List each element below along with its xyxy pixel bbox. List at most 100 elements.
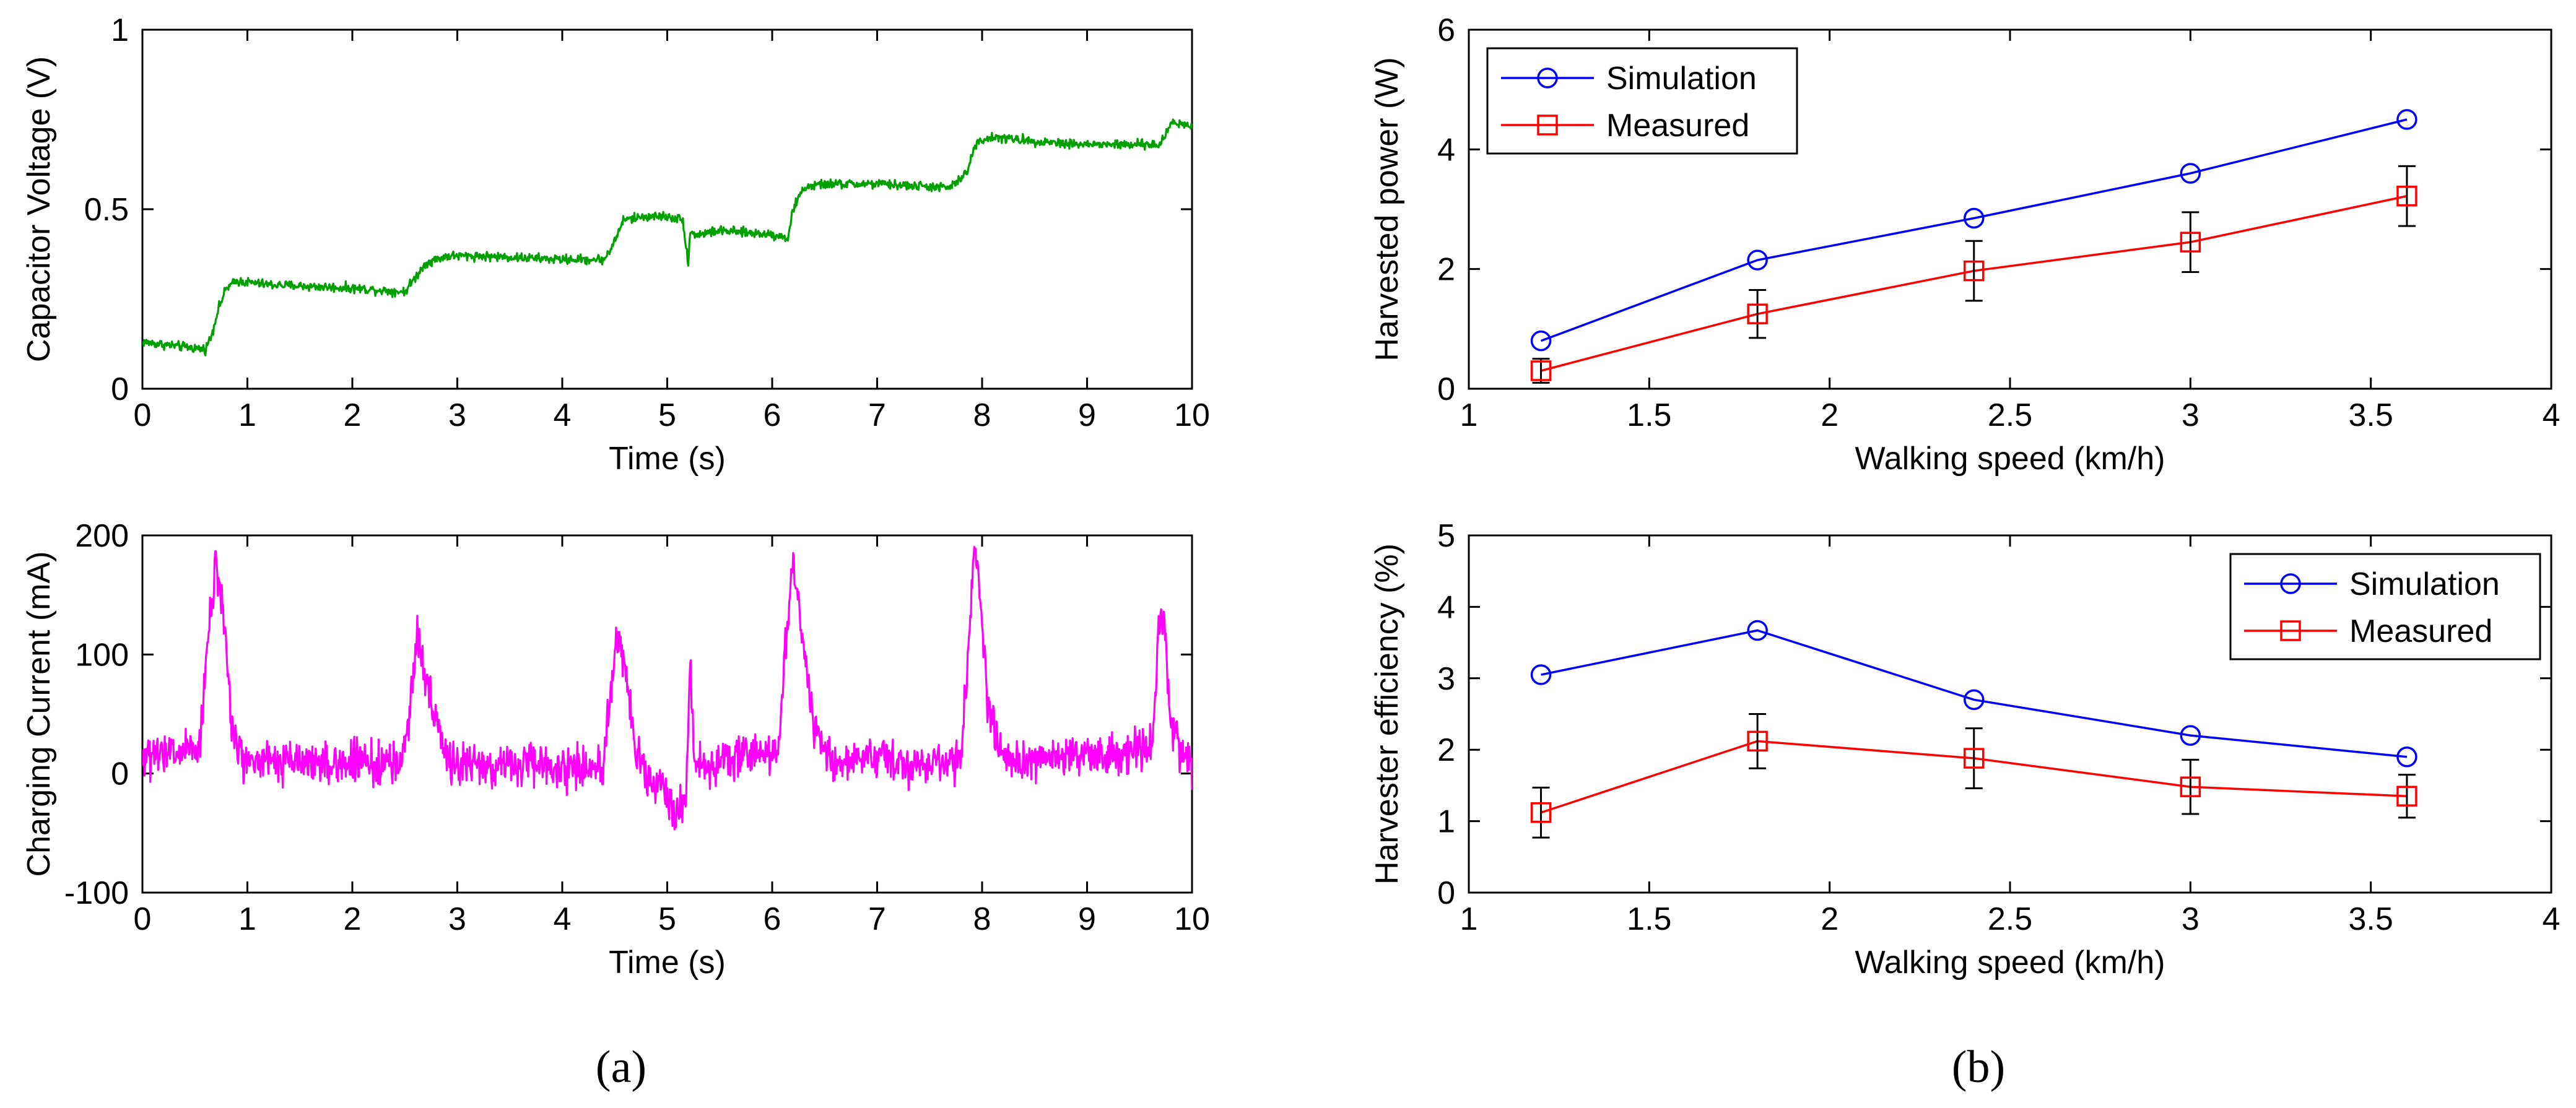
legend-label: Measured: [1606, 108, 1749, 144]
legend-box: [2229, 553, 2541, 660]
series-trace-group: [142, 545, 1192, 831]
x-tick-label: 7: [868, 397, 886, 433]
simulation-point: [2180, 725, 2201, 746]
x-tick-label: 4: [554, 901, 572, 937]
legend-box: [1486, 47, 1798, 155]
legend-marker-square: [2280, 620, 2301, 641]
axes-frame: [141, 28, 1193, 390]
measured-point: [2180, 776, 2201, 797]
current-trace: [142, 545, 1192, 831]
x-tick-label: 2.5: [1988, 901, 2032, 937]
x-axis-label: Walking speed (km/h): [1855, 945, 2165, 980]
y-tick-label: 0: [1437, 371, 1455, 407]
x-tick-label: 2: [1821, 901, 1838, 937]
simulation-point: [1530, 330, 1552, 352]
x-tick-label: 2: [344, 397, 362, 433]
y-tick-label: 100: [75, 637, 129, 673]
legend-label: Simulation: [2349, 566, 2500, 602]
y-tick-label: 0: [111, 756, 129, 792]
x-tick-label: 5: [658, 397, 676, 433]
y-tick-label: 4: [1437, 132, 1455, 168]
simulation-point: [1963, 207, 1985, 229]
x-tick-label: 4: [2543, 901, 2561, 937]
simulation-point: [1963, 689, 1985, 711]
x-tick-label: 3.5: [2349, 397, 2393, 433]
x-tick-label: 1: [1460, 397, 1478, 433]
x-tick-label: 3: [2182, 901, 2200, 937]
simulation-point: [1747, 620, 1768, 641]
simulation-line: [1541, 629, 2408, 758]
y-tick-label: 5: [1437, 518, 1455, 554]
measured-point: [1963, 260, 1985, 282]
x-axis-label: Walking speed (km/h): [1855, 441, 2165, 477]
y-tick-label: 4: [1437, 589, 1455, 625]
x-tick-label: 2: [344, 901, 362, 937]
y-tick-label: -100: [64, 875, 129, 911]
axes-frame: [141, 534, 1193, 894]
y-tick-label: 200: [75, 518, 129, 554]
plot-harvested-power: 1 1.5 2 2.5 3 3.5 4 0 2 4 6 Walking speed (km/h) Har…: [1369, 12, 2560, 477]
x-tick-label: 3: [448, 397, 466, 433]
legend-marker-square: [1537, 115, 1558, 136]
x-tick-label: 3.5: [2349, 901, 2393, 937]
x-tick-label: 3: [2182, 397, 2200, 433]
y-tick-label: 0: [1437, 875, 1455, 911]
y-tick-label: 2: [1437, 252, 1455, 288]
measured-point: [1747, 730, 1768, 752]
x-tick-label: 9: [1078, 901, 1096, 937]
measured-point: [2396, 786, 2417, 807]
legend-marker-circle: [2280, 573, 2301, 594]
x-tick-label: 6: [764, 397, 781, 433]
x-tick-label: 6: [764, 901, 781, 937]
x-tick-label: 9: [1078, 397, 1096, 433]
series-trace-group: [142, 118, 1192, 357]
x-axis-label: Time (s): [609, 441, 726, 477]
simulation-point: [2396, 746, 2417, 768]
measured-point: [1530, 802, 1552, 823]
x-tick-label: 10: [1174, 397, 1210, 433]
y-tick-label: 6: [1437, 12, 1455, 48]
simulation-line: [1540, 118, 2408, 342]
x-tick-label: 8: [973, 397, 991, 433]
y-axis-label: Harvested power (W): [1369, 57, 1405, 361]
simulation-point: [1530, 664, 1552, 685]
y-tick-label: 1: [111, 12, 129, 48]
measured-point: [1530, 360, 1552, 381]
y-tick-label: 0.5: [84, 192, 129, 228]
panel-label-a: (a): [596, 1042, 646, 1093]
plot-capacitor-voltage: 0 1 2 3 4 5 6 7 8 9 10 0 0.5 1 Time (s) Capacitor Volta…: [21, 12, 1210, 477]
panel-label-b: (b): [1952, 1042, 2005, 1093]
x-tick-label: 0: [134, 397, 152, 433]
x-tick-label: 1: [238, 901, 256, 937]
y-tick-label: 2: [1437, 732, 1455, 768]
x-tick-label: 1: [1460, 901, 1478, 937]
legend-marker-circle: [1537, 67, 1558, 89]
y-tick-label: 0: [111, 371, 129, 407]
simulation-point: [2396, 109, 2417, 130]
x-axis-label: Time (s): [609, 945, 726, 980]
measured-point: [2396, 185, 2417, 207]
x-tick-label: 3: [448, 901, 466, 937]
x-tick-label: 1: [238, 397, 256, 433]
y-axis-label: Capacitor Voltage (V): [21, 56, 57, 362]
simulation-point: [2180, 163, 2201, 184]
x-tick-label: 2.5: [1988, 397, 2032, 433]
legend-label: Measured: [2349, 613, 2492, 649]
x-tick-label: 4: [2543, 397, 2561, 433]
x-tick-label: 7: [868, 901, 886, 937]
x-tick-label: 10: [1174, 901, 1210, 937]
measured-point: [2180, 232, 2201, 253]
legend-label: Simulation: [1606, 61, 1757, 97]
x-tick-label: 8: [973, 901, 991, 937]
measured-point: [1747, 303, 1768, 324]
x-tick-label: 2: [1821, 397, 1838, 433]
simulation-point: [1747, 249, 1768, 271]
x-tick-label: 5: [658, 901, 676, 937]
x-tick-label: 0: [134, 901, 152, 937]
y-tick-label: 1: [1437, 804, 1455, 840]
y-tick-label: 3: [1437, 661, 1455, 697]
y-axis-label: Harvester efficiency (%): [1369, 543, 1405, 885]
